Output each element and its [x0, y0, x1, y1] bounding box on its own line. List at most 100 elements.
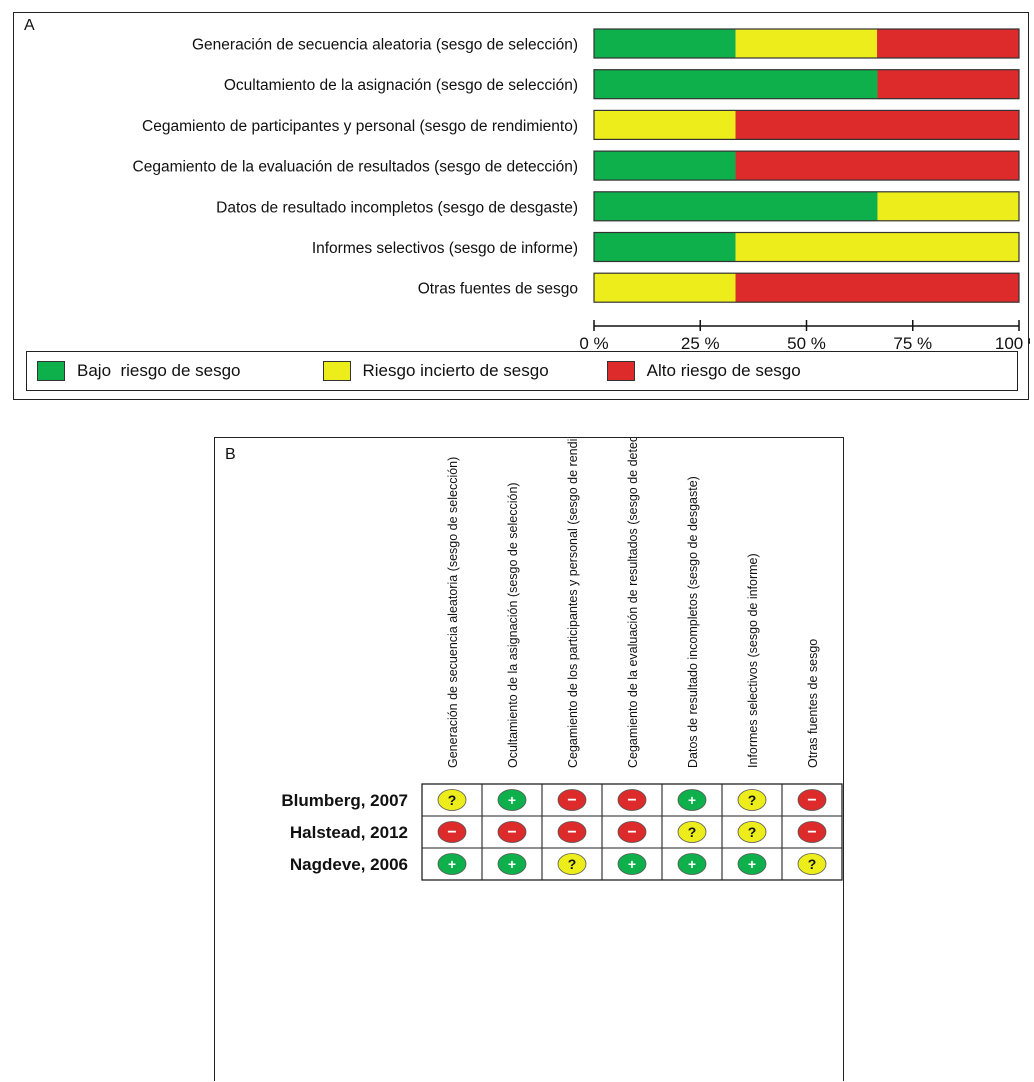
study-label: Blumberg, 2007	[281, 791, 408, 810]
rating-high-icon: −	[557, 821, 587, 843]
rating-high-icon: −	[797, 821, 827, 843]
column-header: Datos de resultado incompletos (sesgo de…	[686, 476, 700, 768]
rating-symbol: +	[688, 792, 696, 808]
legend-item-low: Bajo riesgo de sesgo	[37, 361, 241, 381]
legend-swatch-low	[37, 361, 65, 381]
rating-symbol: −	[567, 792, 576, 809]
legend-swatch-high	[606, 361, 635, 381]
legend-label-low: Bajo riesgo de sesgo	[77, 361, 241, 380]
rating-symbol: ?	[448, 792, 457, 808]
bar-segment	[594, 151, 736, 181]
rating-high-icon: −	[497, 821, 527, 843]
rating-symbol: +	[508, 792, 516, 808]
column-header: Informes selectivos (sesgo de informe)	[746, 553, 760, 768]
rating-low-icon: +	[677, 853, 707, 875]
study-label: Halstead, 2012	[290, 823, 408, 842]
bar-outline	[593, 191, 1020, 222]
legend-swatch-unclear	[322, 361, 351, 381]
bar-segment	[594, 273, 736, 303]
category-label: Otras fuentes de sesgo	[418, 281, 578, 298]
rating-symbol: +	[628, 856, 636, 872]
bar-segment	[594, 232, 736, 262]
bar-segment	[735, 151, 1019, 181]
bar-segment	[877, 191, 1019, 221]
bar-segment	[594, 29, 736, 58]
category-label: Datos de resultado incompletos (sesgo de…	[216, 199, 578, 216]
rating-high-icon: −	[557, 789, 587, 811]
rating-unclear-icon: ?	[737, 821, 767, 843]
bar-outline	[593, 150, 1020, 181]
bar-outline	[593, 28, 1020, 59]
bar-segment	[594, 69, 878, 99]
panel-a: A Generación de secuencia aleatoria (ses…	[13, 12, 1030, 400]
rating-symbol: −	[567, 824, 576, 841]
rating-symbol: −	[507, 824, 516, 841]
rating-low-icon: +	[737, 853, 767, 875]
rating-unclear-icon: ?	[677, 821, 707, 843]
rating-unclear-icon: ?	[437, 789, 467, 811]
rating-symbol: −	[627, 824, 636, 841]
rating-low-icon: +	[497, 789, 527, 811]
legend-item-unclear: Riesgo incierto de sesgo	[322, 361, 549, 381]
rating-symbol: +	[448, 856, 456, 872]
rating-symbol: +	[748, 856, 756, 872]
category-label: Ocultamiento de la asignación (sesgo de …	[224, 77, 578, 94]
bar-segment	[735, 273, 1019, 303]
rating-low-icon: +	[497, 853, 527, 875]
legend: Bajo riesgo de sesgo Riesgo incierto de …	[26, 351, 1018, 391]
rating-symbol: +	[688, 856, 696, 872]
column-header: Ocultamiento de la asignación (sesgo de …	[506, 482, 520, 768]
panel-b: B Generación de secuencia aleatoria (ses…	[214, 437, 844, 1081]
x-tick-label: 100 %	[995, 334, 1030, 351]
column-header: Otras fuentes de sesgo	[806, 639, 820, 768]
category-label: Informes selectivos (sesgo de informe)	[312, 240, 578, 257]
panel-b-label: B	[225, 446, 236, 463]
bar-outline	[593, 69, 1020, 100]
bar-segment	[735, 232, 1019, 262]
legend-label-high: Alto riesgo de sesgo	[646, 361, 801, 380]
rating-unclear-icon: ?	[797, 853, 827, 875]
rating-high-icon: −	[797, 789, 827, 811]
rating-low-icon: +	[617, 853, 647, 875]
rating-symbol: −	[807, 792, 816, 809]
x-tick-label: 0 %	[579, 334, 608, 351]
rating-low-icon: +	[677, 789, 707, 811]
legend-label-unclear: Riesgo incierto de sesgo	[362, 361, 549, 380]
rating-symbol: +	[508, 856, 516, 872]
rating-high-icon: −	[617, 821, 647, 843]
rating-low-icon: +	[437, 853, 467, 875]
category-label: Generación de secuencia aleatoria (sesgo…	[192, 37, 578, 54]
column-header: Generación de secuencia aleatoria (sesgo…	[446, 457, 460, 768]
bar-segment	[877, 69, 1019, 99]
bar-outline	[593, 109, 1020, 141]
rating-symbol: −	[627, 792, 636, 809]
rating-high-icon: −	[437, 821, 467, 843]
bar-outline	[593, 231, 1020, 263]
bar-outline	[593, 272, 1020, 303]
bar-segment	[594, 191, 878, 221]
risk-of-bias-summary: Generación de secuencia aleatoria (sesgo…	[281, 438, 843, 881]
column-header: Cegamiento de la evaluación de resultado…	[626, 438, 640, 768]
rating-symbol: ?	[808, 856, 817, 872]
category-label: Cegamiento de participantes y personal (…	[142, 118, 578, 135]
bar-segment	[877, 29, 1019, 58]
rating-unclear-icon: ?	[557, 853, 587, 875]
bar-segment	[594, 110, 736, 140]
rating-symbol: ?	[568, 856, 577, 872]
rating-symbol: −	[447, 824, 456, 841]
category-label: Cegamiento de la evaluación de resultado…	[133, 159, 578, 176]
bar-segment	[735, 110, 1019, 140]
rating-unclear-icon: ?	[737, 789, 767, 811]
rating-high-icon: −	[617, 789, 647, 811]
bar-segment	[735, 29, 878, 58]
rating-symbol: ?	[748, 824, 757, 840]
x-tick-label: 50 %	[787, 334, 826, 351]
study-label: Nagdeve, 2006	[290, 855, 408, 874]
rating-symbol: ?	[748, 792, 757, 808]
column-header: Cegamiento de los participantes y person…	[566, 438, 580, 768]
x-tick-label: 75 %	[893, 334, 932, 351]
x-tick-label: 25 %	[681, 334, 720, 351]
panel-a-label: A	[24, 17, 35, 34]
stacked-bar-chart: Generación de secuencia aleatoria (sesgo…	[133, 28, 1030, 351]
legend-item-high: Alto riesgo de sesgo	[606, 361, 801, 381]
